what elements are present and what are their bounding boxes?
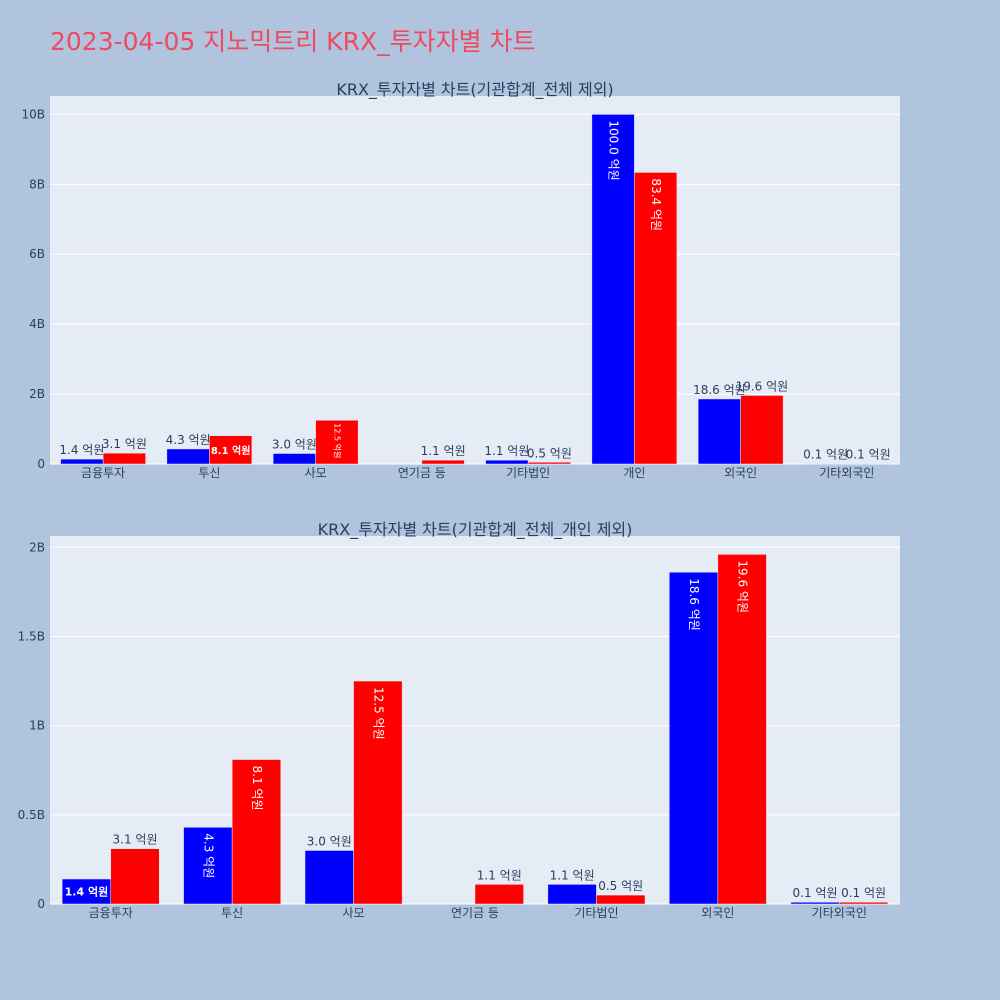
data-label: 18.6 억원 <box>687 578 701 631</box>
data-label: 18.6 억원 <box>693 383 746 397</box>
chart-subtitle: KRX_투자자별 차트(기관합계_전체 제외) <box>336 80 613 100</box>
plot-area <box>50 536 900 904</box>
data-label: 0.1 억원 <box>846 448 891 462</box>
data-label: 0.1 억원 <box>803 448 848 462</box>
data-label: 1.4 억원 <box>59 443 104 457</box>
data-label: 8.1 억원 <box>250 766 264 811</box>
y-tick-label: 8B <box>29 177 45 191</box>
x-tick-label: 금융투자 <box>81 466 125 480</box>
x-tick-label: 투신 <box>198 466 220 480</box>
data-label: 0.1 억원 <box>793 886 838 900</box>
bar-sell <box>634 172 678 465</box>
x-tick-label: 기타외국인 <box>812 906 867 920</box>
y-tick-label: 10B <box>21 107 45 121</box>
bar-sell <box>421 459 465 465</box>
chart-subtitle: KRX_투자자별 차트(기관합계_전체_개인 제외) <box>318 520 633 540</box>
bar-sell <box>315 420 359 465</box>
bar-buy <box>697 398 741 465</box>
bar-buy <box>304 850 354 905</box>
data-label: 0.1 억원 <box>841 886 886 900</box>
data-label: 12.5 억원 <box>332 423 342 458</box>
bar-sell <box>353 680 403 905</box>
page-title: 2023-04-05 지노믹트리 KRX_투자자별 차트 <box>50 27 536 56</box>
data-label: 83.4 억원 <box>649 178 663 231</box>
x-tick-label: 기타외국인 <box>819 466 874 480</box>
bar-sell <box>102 452 146 465</box>
y-tick-label: 1.5B <box>18 629 45 643</box>
bar-sell <box>740 395 784 465</box>
y-tick-label: 4B <box>29 317 45 331</box>
data-label: 19.6 억원 <box>736 560 750 613</box>
data-label: 0.5 억원 <box>527 446 572 460</box>
bar-buy <box>669 571 719 905</box>
bar-sell <box>110 848 160 905</box>
y-tick-label: 6B <box>29 247 45 261</box>
bar-buy <box>61 878 111 905</box>
data-label: 3.1 억원 <box>113 833 158 847</box>
x-tick-label: 기타법인 <box>506 466 550 480</box>
bar-sell <box>527 462 571 465</box>
data-label: 0.5 억원 <box>598 879 643 893</box>
y-tick-label: 0 <box>37 457 45 471</box>
y-tick-label: 2B <box>29 540 45 554</box>
y-tick-label: 1B <box>29 719 45 733</box>
x-tick-label: 기타법인 <box>574 906 618 920</box>
y-tick-label: 0 <box>37 897 45 911</box>
data-label: 3.1 억원 <box>102 437 147 451</box>
x-tick-label: 사모 <box>343 906 365 920</box>
y-tick-label: 2B <box>29 387 45 401</box>
data-label: 4.3 억원 <box>166 433 211 447</box>
bar-sell <box>231 759 281 905</box>
data-label: 1.1 억원 <box>477 868 522 882</box>
chart-non-institutional-total: 0 2B 4B 6B 8B 10B KRX_투자자별 차트(기관합계_전체 제외) 금융투자 1… <box>21 80 900 480</box>
x-tick-label: 외국인 <box>701 906 734 920</box>
data-label: 1.1 억원 <box>421 444 466 458</box>
x-tick-label: 사모 <box>305 466 327 480</box>
bar-buy <box>591 114 635 465</box>
data-label: 12.5 억원 <box>371 687 385 740</box>
x-tick-label: 연기금 등 <box>451 906 499 920</box>
bar-sell <box>209 435 253 465</box>
data-label: 100.0 억원 <box>607 120 621 180</box>
data-label: 19.6 억원 <box>736 379 789 393</box>
bar-buy <box>547 884 597 905</box>
data-label: 8.1 억원 <box>211 444 251 457</box>
data-label: 1.1 억원 <box>484 444 529 458</box>
bar-sell <box>474 884 524 905</box>
data-label: 1.1 억원 <box>550 868 595 882</box>
bar-sell <box>839 901 889 905</box>
data-label: 1.4 억원 <box>65 885 109 899</box>
data-label: 3.0 억원 <box>307 834 352 848</box>
bar-sell <box>596 894 646 905</box>
x-tick-label: 외국인 <box>724 466 757 480</box>
x-tick-label: 금융투자 <box>89 906 133 920</box>
x-tick-label: 투신 <box>221 906 243 920</box>
bar-buy <box>183 827 233 905</box>
x-tick-label: 개인 <box>623 466 645 480</box>
data-label: 4.3 억원 <box>201 833 215 878</box>
bar-sell <box>717 554 767 905</box>
y-tick-label: 0.5B <box>18 808 45 822</box>
x-tick-label: 연기금 등 <box>398 466 446 480</box>
bar-buy <box>790 901 840 905</box>
data-label: 3.0 억원 <box>272 438 317 452</box>
